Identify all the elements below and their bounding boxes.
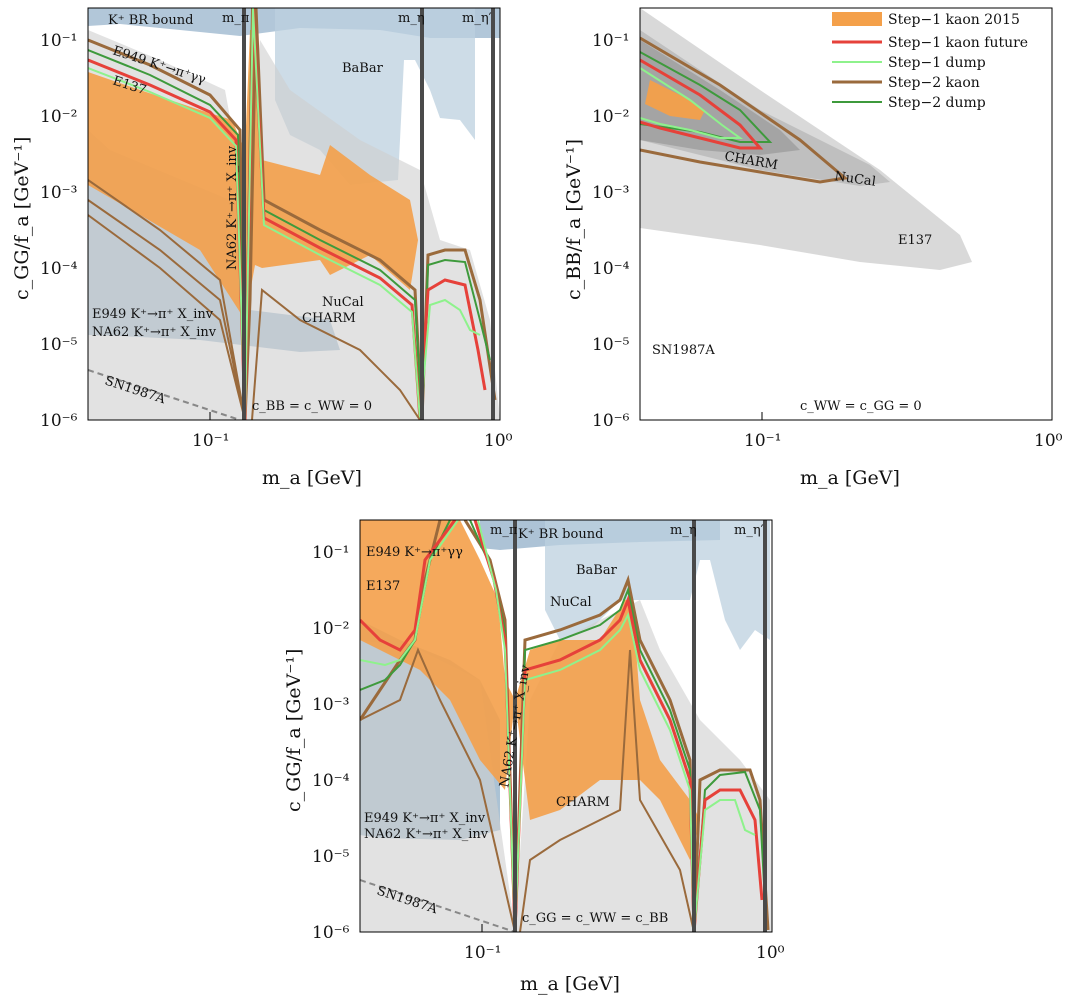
vline-label-eta: m_η (670, 523, 697, 538)
vline-label-etaprime: m_η′ (462, 11, 492, 26)
y-axis-label-top-right: c_BB/f_a [GeV⁻¹] (563, 139, 585, 300)
annot-na62-inv: NA62 K⁺→π⁺ X_inv (92, 325, 217, 340)
plot-area-top-left (88, 8, 500, 420)
y-tick-label: 10⁻⁵ (40, 335, 78, 355)
plot-area-top-right (640, 8, 972, 270)
y-tick-label: 10⁻⁶ (592, 411, 630, 431)
y-ticks-bottom: 10⁻⁶ 10⁻⁵ 10⁻⁴ 10⁻³ 10⁻² 10⁻¹ (312, 543, 350, 943)
sn1987a-line (360, 879, 516, 932)
x-ticks-bottom: 10⁻¹ 10⁰ (464, 924, 785, 963)
step1-kaon-future-line (88, 8, 487, 420)
annot-charm: CHARM (556, 795, 610, 810)
babar-region (545, 520, 770, 650)
axes-frame-top-left (87, 7, 501, 421)
x-ticks-top-left: 10⁻¹ 10⁰ (192, 412, 513, 451)
vline-label-pi: m_π (490, 523, 518, 538)
legend-label: Step−2 dump (888, 95, 986, 111)
y-tick-label: 10⁻³ (40, 183, 77, 203)
annot-sn1987a: SN1987A (652, 343, 715, 358)
annot-kbr-bound: K⁺ BR bound (108, 13, 193, 28)
annot-condition: c_BB = c_WW = 0 (252, 399, 372, 414)
x-ticks-top-right: 10⁻¹ 10⁰ (744, 412, 1063, 451)
x-tick-label: 10⁰ (484, 431, 513, 451)
y-tick-label: 10⁻⁴ (592, 259, 630, 279)
vline-label-pi: m_π (222, 11, 250, 26)
lower-boundary-lines (88, 179, 421, 420)
sn1987a-line (88, 369, 241, 420)
step1-kaon-future-line (640, 58, 764, 150)
y-tick-label: 10⁻¹ (40, 31, 77, 51)
panel-top-right: CHARM NuCal E137 SN1987A c_WW = c_GG = 0… (563, 7, 1063, 489)
y-ticks-top-left: 10⁻⁶ 10⁻⁵ 10⁻⁴ 10⁻³ 10⁻² 10⁻¹ (40, 31, 78, 431)
legend-label: Step−1 kaon 2015 (888, 12, 1020, 28)
legend-label: Step−1 dump (888, 55, 986, 71)
annot-babar: BaBar (342, 61, 384, 76)
step1-kaon-2015-region (645, 80, 705, 120)
legend-label: Step−1 kaon future (888, 35, 1028, 51)
annot-e949-gg: E949 K⁺→π⁺γγ (366, 545, 463, 560)
step1-dump-line (640, 67, 744, 139)
annot-condition: c_WW = c_GG = 0 (800, 399, 922, 414)
vline-label-etaprime: m_η′ (734, 523, 764, 538)
step1-dump-line (88, 8, 481, 420)
y-tick-label: 10⁻² (312, 619, 349, 639)
annot-nucal: NuCal (550, 595, 592, 610)
x-tick-label: 10⁰ (756, 943, 785, 963)
step2-dump-line (88, 8, 491, 420)
y-axis-label-top-left: c_GG/f_a [GeV⁻¹] (11, 137, 33, 300)
step1-kaon-2015-region (360, 520, 700, 860)
legend-label: Step−2 kaon (888, 75, 980, 91)
panel-top-left: K⁺ BR bound E949 K⁺→π⁺γγ E137 BaBar NA62… (11, 7, 513, 489)
x-tick-label: 10⁰ (1034, 431, 1063, 451)
y-tick-label: 10⁻⁶ (40, 411, 78, 431)
y-tick-label: 10⁻³ (312, 695, 349, 715)
x-tick-label: 10⁻¹ (192, 431, 229, 451)
plot-area-bottom (360, 520, 772, 932)
x-tick-label: 10⁻¹ (464, 943, 501, 963)
annot-babar: BaBar (576, 563, 618, 578)
vline-label-eta: m_η (398, 11, 425, 26)
annot-na62-inv: NA62 K⁺→π⁺ X_inv (364, 827, 489, 842)
x-axis-label-top-left: m_a [GeV] (262, 467, 362, 489)
y-tick-label: 10⁻⁴ (312, 771, 350, 791)
x-axis-label-top-right: m_a [GeV] (800, 467, 900, 489)
y-tick-label: 10⁻⁶ (312, 923, 350, 943)
y-tick-label: 10⁻¹ (312, 543, 349, 563)
legend: Step−1 kaon 2015 Step−1 kaon future Step… (832, 12, 1028, 111)
annot-nucal: NuCal (833, 169, 876, 190)
panel-bottom: K⁺ BR bound E949 K⁺→π⁺γγ E137 BaBar NuCa… (283, 519, 785, 995)
y-tick-label: 10⁻⁵ (312, 847, 350, 867)
annot-kbr-bound: K⁺ BR bound (518, 527, 603, 542)
annot-e949-inv: E949 K⁺→π⁺ X_inv (364, 811, 486, 826)
annot-condition: c_GG = c_WW = c_BB (522, 911, 668, 926)
y-axis-label-bottom: c_GG/f_a [GeV⁻¹] (283, 649, 305, 812)
step2-kaon-line (88, 8, 497, 420)
legend-swatch-kaon2015 (832, 12, 882, 26)
annot-e137: E137 (366, 579, 400, 594)
annot-e137: E137 (898, 233, 932, 248)
y-tick-label: 10⁻² (40, 107, 77, 127)
y-ticks-top-right: 10⁻⁶ 10⁻⁵ 10⁻⁴ 10⁻³ 10⁻² 10⁻¹ (592, 31, 630, 431)
y-tick-label: 10⁻² (592, 107, 629, 127)
lower-boundary-lines (360, 647, 695, 932)
annot-e949-inv: E949 K⁺→π⁺ X_inv (92, 307, 214, 322)
y-tick-label: 10⁻⁴ (40, 259, 78, 279)
y-tick-label: 10⁻⁵ (592, 335, 630, 355)
x-axis-label-bottom: m_a [GeV] (520, 973, 620, 995)
annot-na62-vertical: NA62 K⁺→π⁺ X_inv (225, 145, 240, 270)
step2-kaon-line (640, 36, 849, 184)
axes-frame-top-right (639, 7, 1053, 421)
y-tick-label: 10⁻³ (592, 183, 629, 203)
x-tick-label: 10⁻¹ (744, 431, 781, 451)
axes-frame-bottom (359, 519, 773, 933)
annot-nucal: NuCal (322, 295, 364, 310)
y-tick-label: 10⁻¹ (592, 31, 629, 51)
annot-charm: CHARM (302, 311, 356, 326)
